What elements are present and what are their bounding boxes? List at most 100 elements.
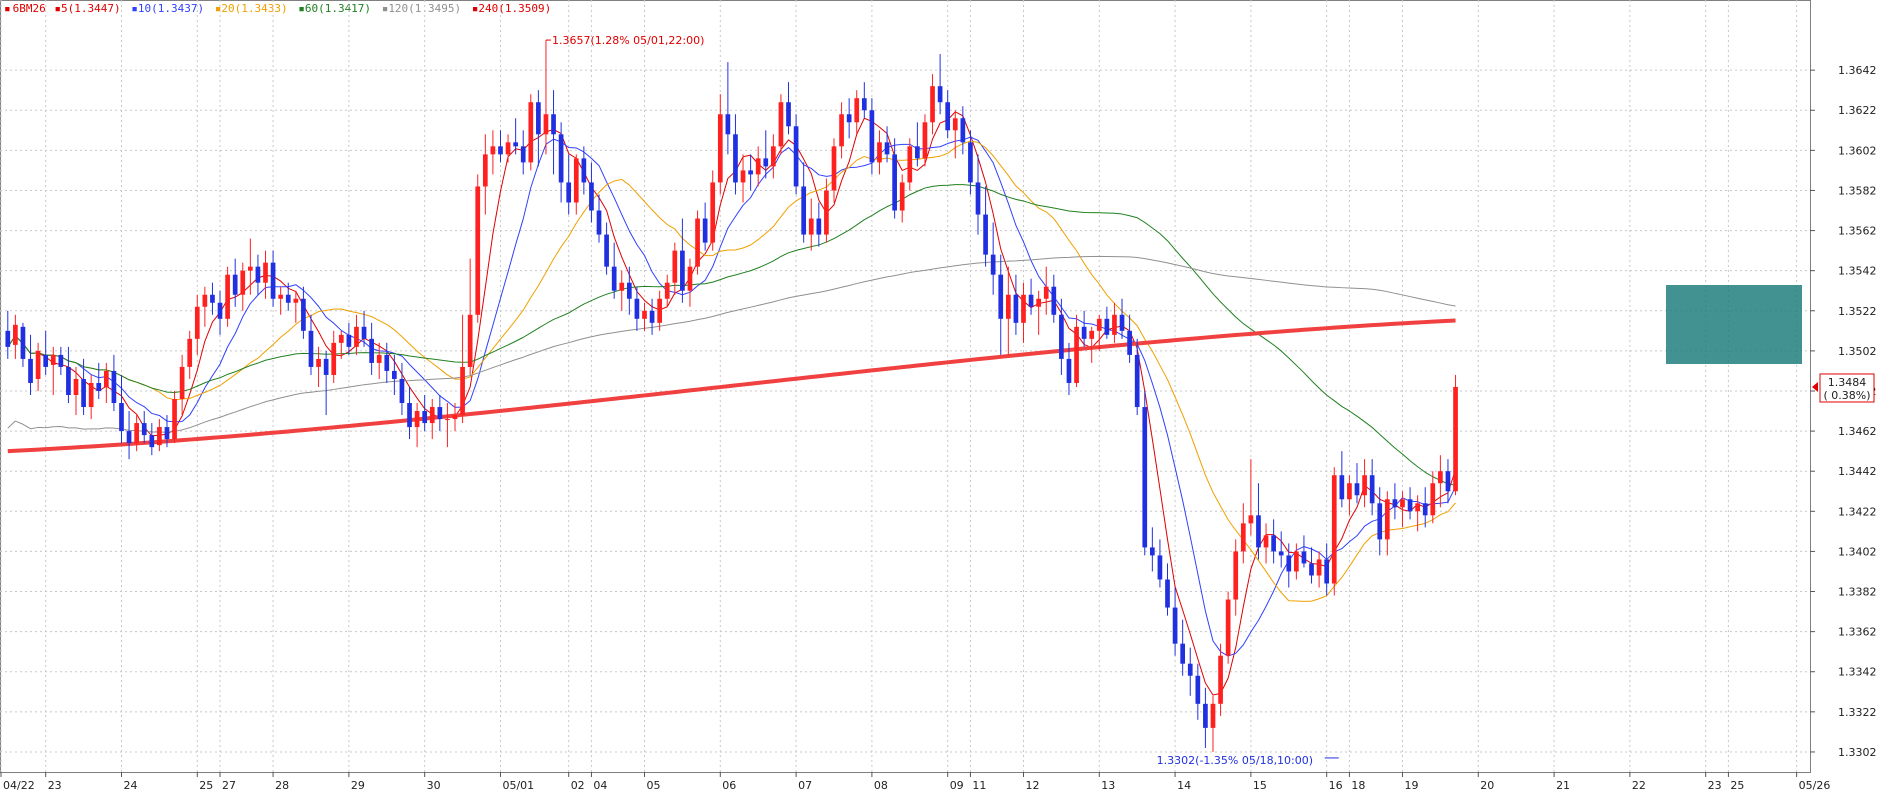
legend-ma5: ▪5(1.3447) (54, 2, 121, 15)
candle-body (498, 146, 503, 155)
candle-body (1316, 559, 1322, 576)
candle-body (1415, 503, 1420, 512)
ma240-line (7, 318, 1456, 454)
x-tick-label: 13 (1101, 779, 1115, 792)
candle-body (793, 126, 799, 187)
candle-body (536, 102, 541, 135)
candle-body (808, 218, 814, 235)
last-price-label: 1.3484 (1828, 376, 1867, 389)
candle-body (194, 306, 200, 339)
candle-body (892, 154, 897, 211)
ma20-line (7, 140, 1456, 602)
candle-body (520, 146, 526, 163)
x-tick-label: 20 (1480, 779, 1494, 792)
candle-body (861, 98, 867, 111)
candle-body (1036, 298, 1041, 307)
x-tick-label: 23 (48, 779, 62, 792)
time-axis[interactable]: 04/22 23 24 25 27 28 29 30 05/01 02 04 05 06 07 08 09 11… (0, 772, 1830, 792)
candle-body (81, 378, 86, 408)
low-annotation: 1.3302(-1.35% 05/18,10:00) (1157, 754, 1313, 767)
y-tick-label: 1.3382 (1838, 586, 1877, 599)
x-tick-label: 04/22 (3, 779, 35, 792)
y-tick-label: 1.3442 (1838, 465, 1877, 478)
candle-body (399, 378, 405, 404)
candle-body (1377, 503, 1383, 540)
candle-body (1347, 483, 1352, 500)
candles (5, 40, 1458, 752)
y-tick-label: 1.3542 (1838, 265, 1877, 278)
candle-body (1309, 563, 1314, 576)
candle-body (1112, 314, 1117, 335)
x-tick-label: 15 (1253, 779, 1267, 792)
candle-body (952, 118, 958, 131)
candle-body (1059, 314, 1064, 359)
candle-body (1051, 286, 1057, 315)
candle-body (877, 142, 882, 163)
candle-body (1324, 559, 1330, 584)
candle-body (429, 407, 435, 424)
candle-body (407, 403, 412, 428)
candle-body (270, 262, 276, 299)
candle-body (680, 250, 685, 291)
candle-body (990, 254, 996, 275)
candle-body (1021, 294, 1026, 323)
candle-body (437, 407, 443, 420)
legend-ma240: ▪240(1.3509) (471, 2, 552, 15)
candle-body (35, 350, 41, 379)
candle-body (1225, 599, 1231, 656)
highlight-box[interactable] (1666, 285, 1802, 364)
candle-body (922, 122, 928, 159)
candle-body (422, 411, 428, 424)
price-axis[interactable]: 1.3642 1.3622 1.3602 1.3582 1.3562 1.3542 1.35… (1810, 64, 1877, 759)
candle-body (626, 282, 632, 299)
candle-body (1286, 555, 1292, 572)
candle-body (490, 146, 496, 155)
candle-body (445, 419, 450, 421)
legend-ma60-label: 60(1.3417) (304, 2, 372, 15)
candle-body (672, 250, 678, 283)
candle-body (702, 218, 708, 243)
candle-body (255, 266, 261, 283)
candle-body (1369, 475, 1375, 504)
candle-body (899, 182, 905, 211)
legend-symbol-marker: ▪ (4, 2, 11, 15)
candle-body (604, 234, 609, 267)
candle-body (293, 298, 299, 303)
candle-body (20, 326, 26, 359)
candle-body (596, 210, 602, 235)
candle-body (748, 170, 753, 175)
candle-body (5, 330, 11, 347)
x-tick-label: 19 (1404, 779, 1418, 792)
candle-body (172, 399, 177, 440)
candle-body (589, 182, 594, 211)
candle-body (558, 134, 564, 183)
candle-body (141, 423, 147, 436)
candle-body (657, 298, 663, 323)
candle-body (1278, 551, 1284, 556)
candle-body (581, 158, 587, 183)
candle-body (187, 338, 193, 367)
candle-body (1074, 326, 1079, 383)
ma10-line (7, 136, 1456, 657)
candle-body (1218, 655, 1223, 704)
legend-ma120: ▪120(1.3495) (381, 2, 462, 15)
last-price-box (1819, 373, 1875, 403)
candle-body (1119, 314, 1125, 331)
x-tick-label: 05/01 (502, 779, 534, 792)
x-tick-label: 28 (275, 779, 289, 792)
legend-ma10: ▪10(1.3437) (131, 2, 205, 15)
candle-body (1142, 407, 1148, 548)
candle-body (285, 294, 291, 303)
candle-body (824, 190, 829, 235)
candle-body (619, 282, 625, 291)
candle-body (1195, 675, 1201, 704)
candle-body (1392, 499, 1398, 508)
candle-body (763, 158, 769, 167)
y-tick-label: 1.3422 (1838, 505, 1877, 518)
candle-body (134, 423, 139, 444)
y-tick-label: 1.3362 (1838, 626, 1877, 639)
candle-body (930, 86, 935, 123)
x-tick-label: 27 (222, 779, 236, 792)
candle-body (1430, 483, 1436, 516)
